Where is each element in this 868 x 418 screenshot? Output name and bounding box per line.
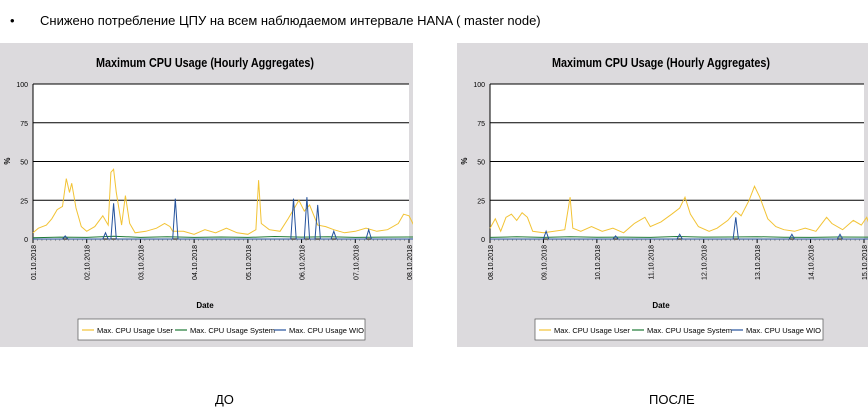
x-tick-label: 08.10.2018 xyxy=(407,245,413,280)
x-tick-label: 12.10.2018 xyxy=(702,245,709,280)
bullet-text: Снижено потребление ЦПУ на всем наблюдае… xyxy=(40,13,541,28)
x-tick-label: 06.10.2018 xyxy=(300,245,307,280)
y-tick-label: 100 xyxy=(16,82,28,89)
x-tick-label: 02.10.2018 xyxy=(85,245,92,280)
y-tick-label: 25 xyxy=(20,198,28,205)
y-tick-label: 75 xyxy=(477,121,485,128)
series-line-max-cpu-usage-user xyxy=(489,185,868,234)
series-line-max-cpu-usage-wio xyxy=(490,217,868,240)
y-tick-label: 0 xyxy=(24,237,28,244)
y-tick-label: 50 xyxy=(477,160,485,167)
x-tick-label: 09.10.2018 xyxy=(541,245,548,280)
cpu-chart-before: Maximum CPU Usage (Hourly Aggregates) 0 25… xyxy=(3,55,413,341)
y-axis-title: % xyxy=(460,157,469,164)
legend-label: Max. CPU Usage User xyxy=(554,326,630,335)
x-tick-label: 10.10.2018 xyxy=(595,245,602,280)
x-tick-label: 08.10.2018 xyxy=(488,245,495,280)
caption-before: ДО xyxy=(215,392,234,407)
legend-label: Max. CPU Usage System xyxy=(647,326,732,335)
legend-label: Max. CPU Usage WIO xyxy=(746,326,821,335)
caption-after: ПОСЛЕ xyxy=(649,392,695,407)
legend-label: Max. CPU Usage User xyxy=(97,326,173,335)
y-tick-label: 0 xyxy=(481,237,485,244)
series-line-max-cpu-usage-wio xyxy=(33,197,413,240)
x-tick-label: 03.10.2018 xyxy=(138,245,145,280)
series-line-max-cpu-usage-user xyxy=(32,168,413,235)
bullet-dot: • xyxy=(10,13,15,28)
chart-title: Maximum CPU Usage (Hourly Aggregates) xyxy=(96,55,314,70)
x-tick-label: 01.10.2018 xyxy=(31,245,38,280)
x-tick-label: 15.10.2018 xyxy=(862,245,868,280)
x-tick-label: 04.10.2018 xyxy=(192,245,199,280)
x-tick-label: 05.10.2018 xyxy=(246,245,253,280)
x-tick-label: 11.10.2018 xyxy=(648,245,655,280)
series-line-max-cpu-usage-system xyxy=(32,235,413,239)
x-tick-label: 07.10.2018 xyxy=(353,245,360,280)
chart-panel-after: Maximum CPU Usage (Hourly Aggregates) 0 25… xyxy=(457,43,868,347)
x-axis-title: Date xyxy=(196,301,214,310)
y-tick-label: 50 xyxy=(20,160,28,167)
y-axis-title: % xyxy=(3,157,12,164)
legend-box xyxy=(77,318,366,341)
y-tick-label: 25 xyxy=(477,198,485,205)
legend-label: Max. CPU Usage WIO xyxy=(289,326,364,335)
y-tick-label: 75 xyxy=(20,121,28,128)
chart-panel-before: Maximum CPU Usage (Hourly Aggregates) 0 25… xyxy=(0,43,413,347)
x-axis-title: Date xyxy=(652,301,670,310)
chart-title: Maximum CPU Usage (Hourly Aggregates) xyxy=(552,55,770,70)
x-tick-label: 13.10.2018 xyxy=(755,245,762,280)
x-tick-label: 14.10.2018 xyxy=(809,245,816,280)
legend-box xyxy=(534,318,824,341)
y-tick-label: 100 xyxy=(473,82,485,89)
legend-label: Max. CPU Usage System xyxy=(190,326,275,335)
series-line-max-cpu-usage-system xyxy=(489,235,868,238)
cpu-chart-after: Maximum CPU Usage (Hourly Aggregates) 0 25… xyxy=(460,55,868,341)
